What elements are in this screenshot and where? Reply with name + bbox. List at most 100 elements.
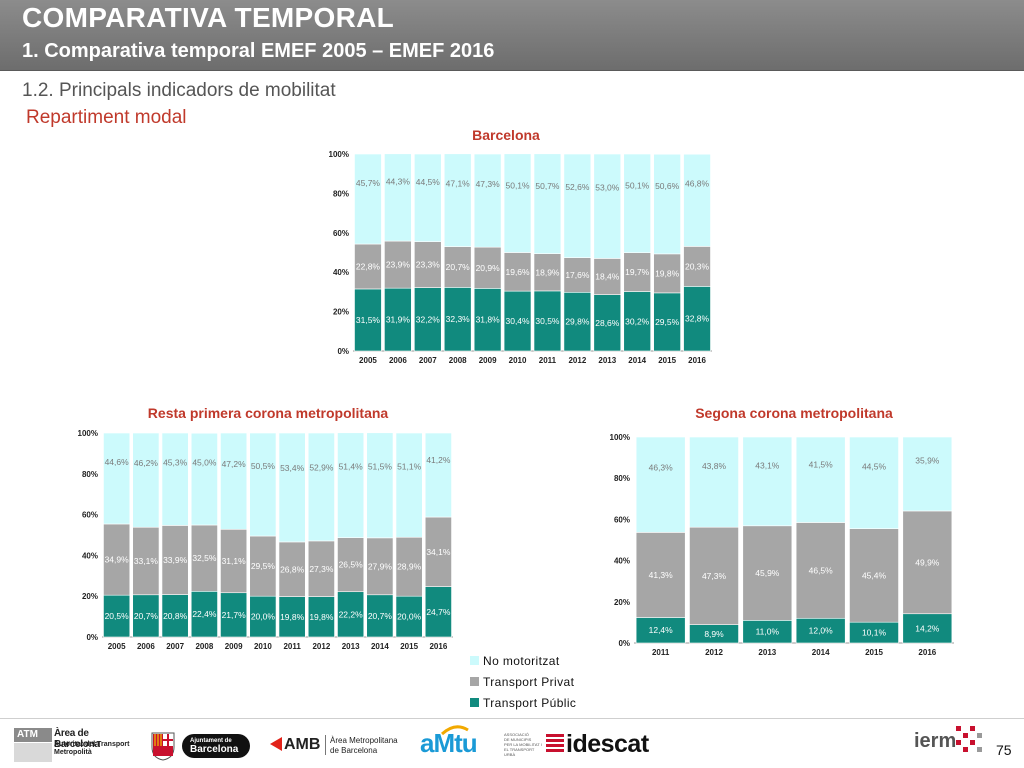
bar-segment-transport-privat bbox=[220, 528, 248, 594]
bar-segment-transport-privat bbox=[337, 537, 365, 593]
data-label-transport-public: 20,5% bbox=[105, 611, 130, 621]
y-tick-label: 80% bbox=[614, 474, 630, 483]
chart-resta-primera-corona: Resta primera corona metropolitana 0% 20% 4… bbox=[78, 405, 453, 651]
x-tick-label: 2016 bbox=[429, 642, 447, 651]
bar-segment-transport-public bbox=[307, 596, 335, 638]
amb-line1: Àrea Metropolitana bbox=[330, 736, 398, 745]
bar-segment-no-motoritzat bbox=[132, 432, 160, 528]
x-tick-label: 2016 bbox=[688, 356, 706, 365]
data-label-transport-privat: 33,1% bbox=[134, 556, 159, 566]
data-label-transport-public: 20,0% bbox=[397, 612, 422, 622]
atm-line2: Autoritat del Transport bbox=[54, 741, 130, 748]
bar-segment-transport-privat bbox=[307, 540, 335, 597]
data-label-transport-privat: 41,3% bbox=[649, 570, 674, 580]
x-tick-label: 2014 bbox=[628, 356, 646, 365]
data-label-transport-privat: 22,8% bbox=[356, 261, 381, 271]
data-label-no-motoritzat: 45,3% bbox=[163, 458, 188, 468]
bar-segment-transport-privat bbox=[689, 526, 739, 625]
bar-segment-transport-public bbox=[563, 291, 592, 352]
bar-segment-no-motoritzat bbox=[395, 432, 423, 538]
data-label-transport-public: 12,4% bbox=[649, 625, 674, 635]
bar-segment-transport-privat bbox=[503, 252, 532, 292]
y-tick-label: 0% bbox=[337, 347, 349, 356]
data-label-transport-public: 19,8% bbox=[280, 612, 305, 622]
bar-segment-transport-privat bbox=[533, 253, 562, 292]
amb-acronym: AMB bbox=[284, 736, 321, 753]
x-tick-label: 2013 bbox=[758, 648, 776, 657]
amb-logo: AMB Àrea Metropolitana de Barcelona bbox=[270, 731, 406, 759]
bar-segment-no-motoritzat bbox=[742, 436, 793, 527]
data-label-no-motoritzat: 35,9% bbox=[915, 456, 940, 466]
x-tick-label: 2011 bbox=[652, 648, 670, 657]
data-label-transport-privat: 34,1% bbox=[426, 547, 451, 557]
data-label-transport-privat: 26,8% bbox=[280, 564, 305, 574]
bar-segment-no-motoritzat bbox=[849, 436, 899, 529]
ierm-name: ierm bbox=[914, 730, 957, 752]
idescat-logo: idescat bbox=[546, 728, 650, 762]
data-label-transport-privat: 20,3% bbox=[685, 261, 710, 271]
bar-segment-transport-privat bbox=[635, 532, 686, 618]
bar-segment-no-motoritzat bbox=[103, 432, 131, 525]
bar-segment-transport-privat bbox=[902, 510, 953, 615]
bar-segment-transport-public bbox=[593, 294, 622, 352]
atm-line3: Metropolità bbox=[54, 749, 92, 756]
data-label-transport-privat: 29,5% bbox=[251, 561, 276, 571]
data-label-transport-privat: 19,7% bbox=[625, 267, 650, 277]
amtu-line1: ASSOCIACIÓ bbox=[504, 732, 529, 737]
x-tick-label: 2011 bbox=[539, 356, 557, 365]
ajuntament-badge bbox=[182, 734, 250, 758]
x-tick-label: 2015 bbox=[865, 648, 883, 657]
data-label-no-motoritzat: 50,1% bbox=[625, 181, 650, 191]
x-tick-label: 2007 bbox=[419, 356, 437, 365]
data-label-transport-privat: 47,3% bbox=[702, 571, 727, 581]
data-label-no-motoritzat: 44,3% bbox=[386, 177, 411, 187]
data-label-no-motoritzat: 51,4% bbox=[339, 461, 364, 471]
ajuntament-line2: Barcelona bbox=[190, 744, 239, 755]
bar-segment-no-motoritzat bbox=[354, 153, 382, 245]
bar-segment-transport-privat bbox=[384, 240, 412, 289]
data-label-no-motoritzat: 45,0% bbox=[192, 458, 217, 468]
y-tick-label: 20% bbox=[333, 308, 349, 317]
bar-segment-no-motoritzat bbox=[795, 436, 846, 523]
bar-segment-transport-privat bbox=[443, 246, 472, 288]
bar-segment-no-motoritzat bbox=[424, 432, 452, 518]
idescat-name: idescat bbox=[566, 730, 649, 758]
bar-segment-transport-privat bbox=[593, 258, 622, 295]
bar-segment-no-motoritzat bbox=[902, 436, 953, 512]
bar-segment-no-motoritzat bbox=[689, 436, 739, 528]
bar-segment-transport-privat bbox=[623, 252, 651, 292]
data-label-transport-public: 32,8% bbox=[685, 314, 710, 324]
data-label-no-motoritzat: 52,6% bbox=[565, 182, 590, 192]
data-label-no-motoritzat: 51,1% bbox=[397, 461, 422, 471]
bar-segment-no-motoritzat bbox=[161, 432, 189, 526]
y-tick-label: 20% bbox=[614, 598, 630, 607]
data-label-no-motoritzat: 50,6% bbox=[655, 181, 680, 191]
bar-segment-transport-privat bbox=[190, 524, 218, 592]
data-label-no-motoritzat: 47,3% bbox=[476, 179, 501, 189]
bar-segment-no-motoritzat bbox=[533, 153, 562, 254]
bar-segment-transport-privat bbox=[366, 537, 394, 596]
bar-segment-no-motoritzat bbox=[683, 153, 711, 247]
bar-segment-transport-privat bbox=[132, 526, 160, 596]
data-label-transport-public: 30,2% bbox=[625, 316, 650, 326]
bar-segment-no-motoritzat bbox=[337, 432, 365, 538]
data-label-transport-privat: 45,4% bbox=[862, 570, 887, 580]
chart-title: Barcelona bbox=[472, 127, 540, 143]
ierm-logo: ierm bbox=[914, 726, 986, 760]
x-tick-label: 2008 bbox=[195, 642, 213, 651]
data-label-transport-public: 28,6% bbox=[595, 318, 620, 328]
x-tick-label: 2013 bbox=[342, 642, 360, 651]
legend-label: Transport Privat bbox=[483, 674, 575, 689]
data-label-no-motoritzat: 50,1% bbox=[505, 180, 530, 190]
bar-segment-transport-privat bbox=[653, 253, 681, 294]
x-tick-label: 2015 bbox=[658, 356, 676, 365]
data-label-transport-privat: 20,9% bbox=[476, 263, 501, 273]
x-tick-label: 2008 bbox=[449, 356, 467, 365]
legend-swatch bbox=[470, 677, 479, 686]
legend-label: Transport Públic bbox=[483, 695, 577, 710]
bar-segment-transport-public bbox=[395, 595, 423, 638]
data-label-transport-public: 22,2% bbox=[339, 609, 364, 619]
legend-item-transport-public: Transport Públic bbox=[470, 692, 576, 713]
y-tick-label: 100% bbox=[610, 433, 630, 442]
y-tick-label: 60% bbox=[614, 515, 630, 524]
